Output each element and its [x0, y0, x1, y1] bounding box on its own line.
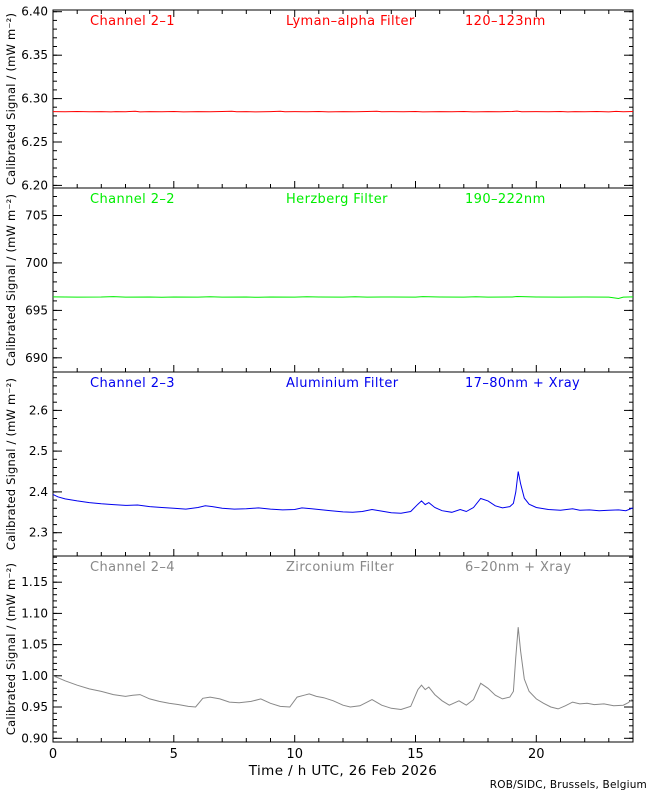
y-tick-label: 2.5 — [29, 444, 48, 458]
y-axis-label-text: Calibrated Signal / (mW m⁻²) — [4, 193, 18, 367]
x-tick-label: 0 — [49, 747, 57, 762]
y-axis-label-panel-2: Calibrated Signal / (mW m⁻²) — [1, 188, 21, 372]
y-tick-label: 6.40 — [21, 5, 48, 19]
x-tick-label: 5 — [170, 747, 178, 762]
y-tick-label: 1.05 — [21, 638, 48, 652]
panel-4: 0.90 0.95 1.00 1.05 1.10 1.15 — [21, 555, 634, 745]
y-tick-label: 2.3 — [29, 526, 48, 540]
filter-label-panel-2: Herzberg Filter — [286, 192, 388, 207]
y-tick-label: 0.95 — [21, 700, 48, 714]
y-tick-label: 6.35 — [21, 48, 48, 62]
y-tick-label: 2.4 — [29, 485, 48, 499]
x-tick-label: 15 — [407, 747, 424, 762]
channel-label-panel-2: Channel 2–2 — [90, 192, 175, 207]
range-label-panel-4: 6–20nm + Xray — [465, 560, 572, 575]
range-label-panel-1: 120–123nm — [465, 14, 546, 29]
x-axis-label: Time / h UTC, 26 Feb 2026 — [248, 763, 438, 779]
y-tick-label: 695 — [25, 303, 48, 317]
y-tick-label: 1.00 — [21, 669, 48, 683]
y-tick-label: 1.10 — [21, 606, 48, 620]
data-curve-2 — [52, 295, 634, 300]
x-tick-label: 20 — [528, 747, 545, 762]
y-tick-label: 6.20 — [21, 178, 48, 192]
y-axis-label-text: Calibrated Signal / (mW m⁻²) — [4, 377, 18, 551]
data-curve-3 — [52, 471, 634, 514]
panel-1: 6.20 6.25 6.30 6.35 6.40 — [21, 5, 634, 192]
y-tick-label: 6.30 — [21, 92, 48, 106]
y-axis-label-panel-3: Calibrated Signal / (mW m⁻²) — [1, 372, 21, 556]
credit-text: ROB/SIDC, Brussels, Belgium — [489, 779, 647, 791]
y-axis-label-text: Calibrated Signal / (mW m⁻²) — [4, 562, 18, 736]
range-label-panel-3: 17–80nm + Xray — [465, 376, 581, 391]
panel-2: 690 695 700 705 — [25, 187, 634, 373]
channel-label-panel-1: Channel 2–1 — [90, 14, 175, 29]
filter-label-panel-1: Lyman–alpha Filter — [286, 14, 415, 29]
y-tick-label: 6.25 — [21, 135, 48, 149]
y-tick-label: 2.6 — [29, 403, 48, 417]
y-tick-label: 1.15 — [21, 575, 48, 589]
y-axis-label-panel-4: Calibrated Signal / (mW m⁻²) — [1, 556, 21, 742]
y-tick-label: 0.90 — [21, 731, 48, 745]
filter-label-panel-4: Zirconium Filter — [286, 560, 395, 575]
y-tick-label: 690 — [25, 351, 48, 365]
y-axis-label-text: Calibrated Signal / (mW m⁻²) — [4, 12, 18, 186]
channel-label-panel-3: Channel 2–3 — [90, 376, 175, 391]
y-tick-label: 705 — [25, 209, 48, 223]
y-axis-label-panel-1: Calibrated Signal / (mW m⁻²) — [1, 10, 21, 188]
channel-label-panel-4: Channel 2–4 — [90, 560, 175, 575]
y-tick-label: 700 — [25, 256, 48, 270]
data-curve-4 — [52, 627, 634, 711]
data-curve-1 — [52, 110, 634, 113]
range-label-panel-2: 190–222nm — [465, 192, 546, 207]
panel-3: 2.3 2.4 2.5 2.6 — [29, 371, 634, 557]
filter-label-panel-3: Aluminium Filter — [286, 376, 399, 391]
x-tick-label: 10 — [286, 747, 303, 762]
